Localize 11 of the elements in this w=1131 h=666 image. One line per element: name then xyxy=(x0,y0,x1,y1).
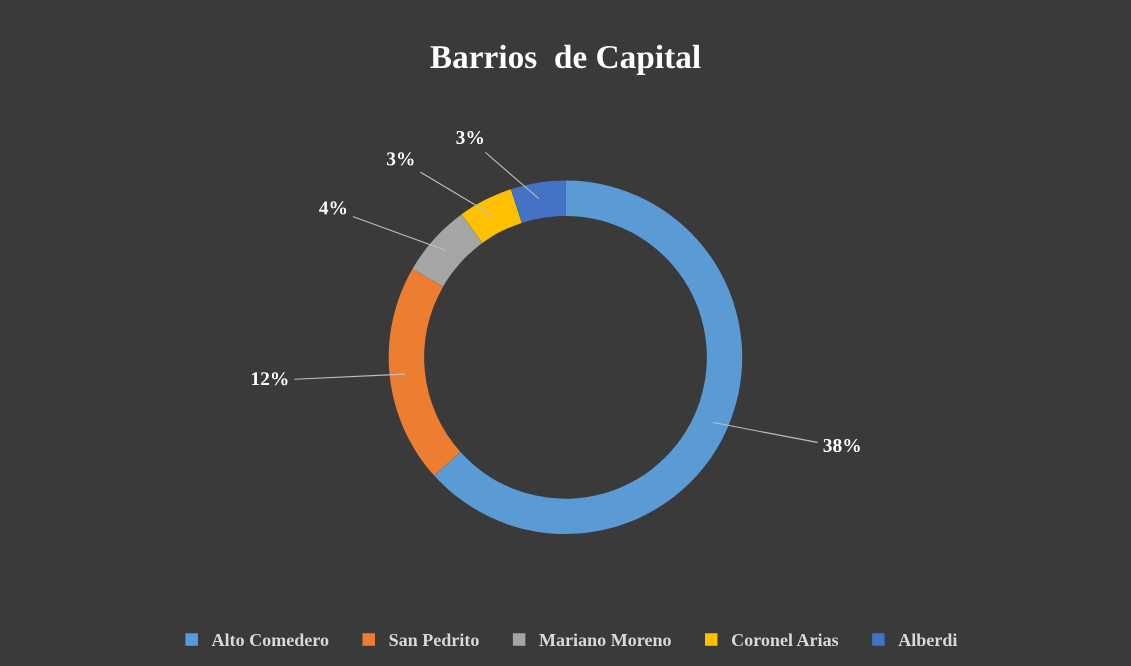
data-label: 38% xyxy=(823,438,860,453)
legend-label: Coronel Arias xyxy=(732,633,839,647)
data-label: 4% xyxy=(319,201,347,215)
data-label: 3% xyxy=(386,152,414,166)
legend-label: Mariano Moreno xyxy=(539,633,671,647)
legend-label: Alberdi xyxy=(898,633,958,647)
legend-label: Alto Comedero xyxy=(211,633,329,647)
data-label: 12% xyxy=(252,372,288,386)
legend-label: San Pedrito xyxy=(389,633,479,647)
data-label: 3% xyxy=(456,130,484,145)
chart-title: Barrios de Capital xyxy=(430,44,701,76)
